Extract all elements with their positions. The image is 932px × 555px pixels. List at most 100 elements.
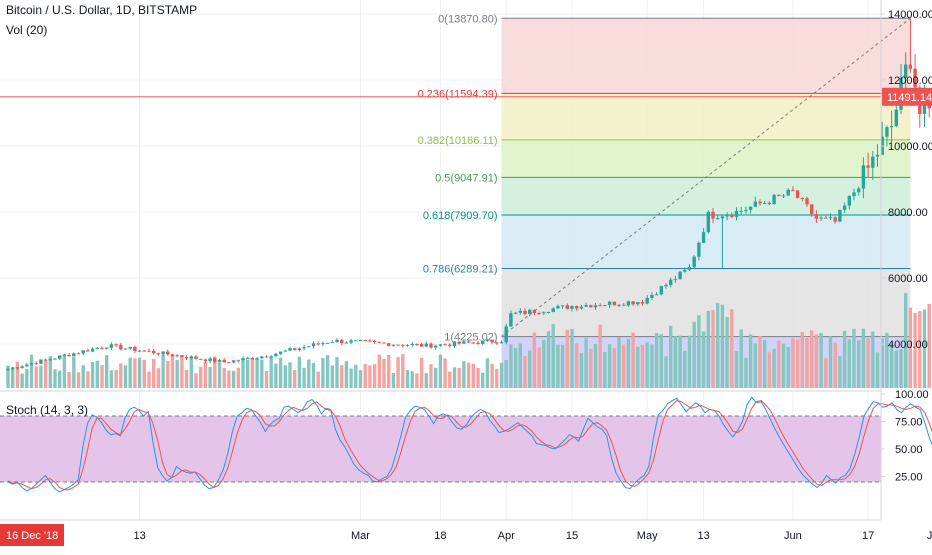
stochastic-indicator-label[interactable]: Stoch (14, 3, 3) (6, 403, 89, 417)
symbol-title[interactable]: Bitcoin / U.S. Dollar, 1D, BITSTAMP (6, 3, 198, 17)
candle-body (405, 345, 410, 347)
candle-body (203, 359, 208, 362)
candle-body (311, 343, 316, 347)
candle-body (528, 309, 532, 314)
candle-body (340, 339, 344, 343)
candle-body (377, 341, 381, 343)
volume-bar (730, 309, 734, 388)
volume-bar (598, 324, 602, 388)
candle-body (123, 348, 128, 350)
volume-bar (575, 343, 579, 388)
volume-bar (734, 351, 739, 388)
volume-bar (100, 365, 104, 388)
volume-bar (744, 357, 748, 388)
candle-body (293, 348, 297, 350)
crosshair-date-tag[interactable] (0, 524, 64, 546)
candle-body (387, 343, 391, 346)
candle-body (448, 344, 452, 346)
candle-body (711, 211, 715, 219)
volume-bar (278, 357, 283, 388)
fibonacci-retracement[interactable]: 0(13870.80) 0.236(11594.39) 0.382(10186.11… (418, 13, 911, 388)
candle-body (598, 305, 602, 307)
candle-body (452, 341, 457, 346)
fib-level-label: 0.5(9047.91) (435, 172, 497, 184)
candle-body (828, 217, 833, 219)
candle-body (236, 360, 240, 362)
candle-body (636, 302, 640, 305)
fib-level-label: 1(4225.02) (444, 332, 497, 344)
volume-bar (650, 344, 654, 388)
candle-body (716, 218, 720, 220)
candle-body (76, 353, 81, 355)
fib-zone (501, 18, 911, 94)
time-tick-label: 18 (434, 530, 446, 542)
candle-body (95, 347, 99, 349)
volume-indicator-label[interactable]: Vol (20) (6, 23, 48, 37)
candle-body (805, 198, 809, 205)
price-tick-label: 12000.00 (888, 75, 932, 87)
candle-body (161, 351, 165, 355)
volume-bar (603, 352, 607, 388)
volume-bar (269, 356, 273, 388)
candle-body (584, 305, 588, 307)
volume-bar (90, 362, 95, 388)
candle-body (443, 344, 447, 346)
candle-body (570, 306, 574, 309)
fib-level-label: 0.236(11594.39) (418, 88, 498, 100)
volume-bar (626, 338, 631, 388)
candle-body (86, 350, 90, 352)
volume-bar (246, 359, 250, 388)
fib-zone (501, 177, 911, 215)
candle-body (692, 256, 696, 268)
candle-body (25, 364, 29, 367)
volume-bar (293, 369, 297, 388)
candle-body (650, 295, 654, 298)
candle-body (11, 367, 15, 369)
volume-bar (490, 363, 494, 388)
candle-body (885, 127, 889, 137)
fib-zone (501, 268, 911, 337)
candle-body (800, 197, 804, 199)
candle-body (622, 304, 626, 306)
volume-bar (777, 340, 781, 388)
volume-bar (156, 368, 161, 388)
candle-body (819, 217, 823, 219)
volume-bar (918, 311, 922, 388)
candle-body (466, 341, 471, 343)
candle-body (664, 284, 668, 287)
volume-bar (372, 364, 377, 388)
volume-bar (904, 293, 908, 388)
candle-body (861, 165, 866, 189)
candle-body (847, 196, 851, 206)
volume-bar (213, 356, 217, 388)
candle-body (810, 204, 814, 215)
volume-bar (645, 342, 649, 388)
volume-bar (180, 355, 184, 388)
volume-bar (434, 367, 438, 388)
candle-body (255, 358, 259, 360)
volume-bar (528, 350, 532, 388)
stoch-tick-label: 50.00 (895, 444, 923, 456)
time-tick-label: Jul (927, 530, 932, 542)
candle-body (231, 360, 236, 363)
candle-body (537, 313, 541, 315)
last-price-tag[interactable] (882, 87, 932, 106)
candle-body (156, 353, 161, 355)
volume-bar (114, 369, 118, 388)
candle-body (889, 126, 894, 128)
candle-body (697, 242, 701, 257)
volume-bar (471, 363, 475, 388)
volume-bar (607, 344, 612, 388)
candle-body (481, 340, 485, 345)
volume-bar (72, 357, 76, 388)
candle-body (833, 217, 837, 222)
volume-bar (161, 354, 165, 388)
candle-body (307, 346, 311, 348)
volume-bar (499, 362, 504, 388)
candle-body (321, 343, 325, 345)
candle-body (593, 305, 598, 308)
candle-body (283, 350, 287, 352)
volume-bar (720, 304, 725, 388)
